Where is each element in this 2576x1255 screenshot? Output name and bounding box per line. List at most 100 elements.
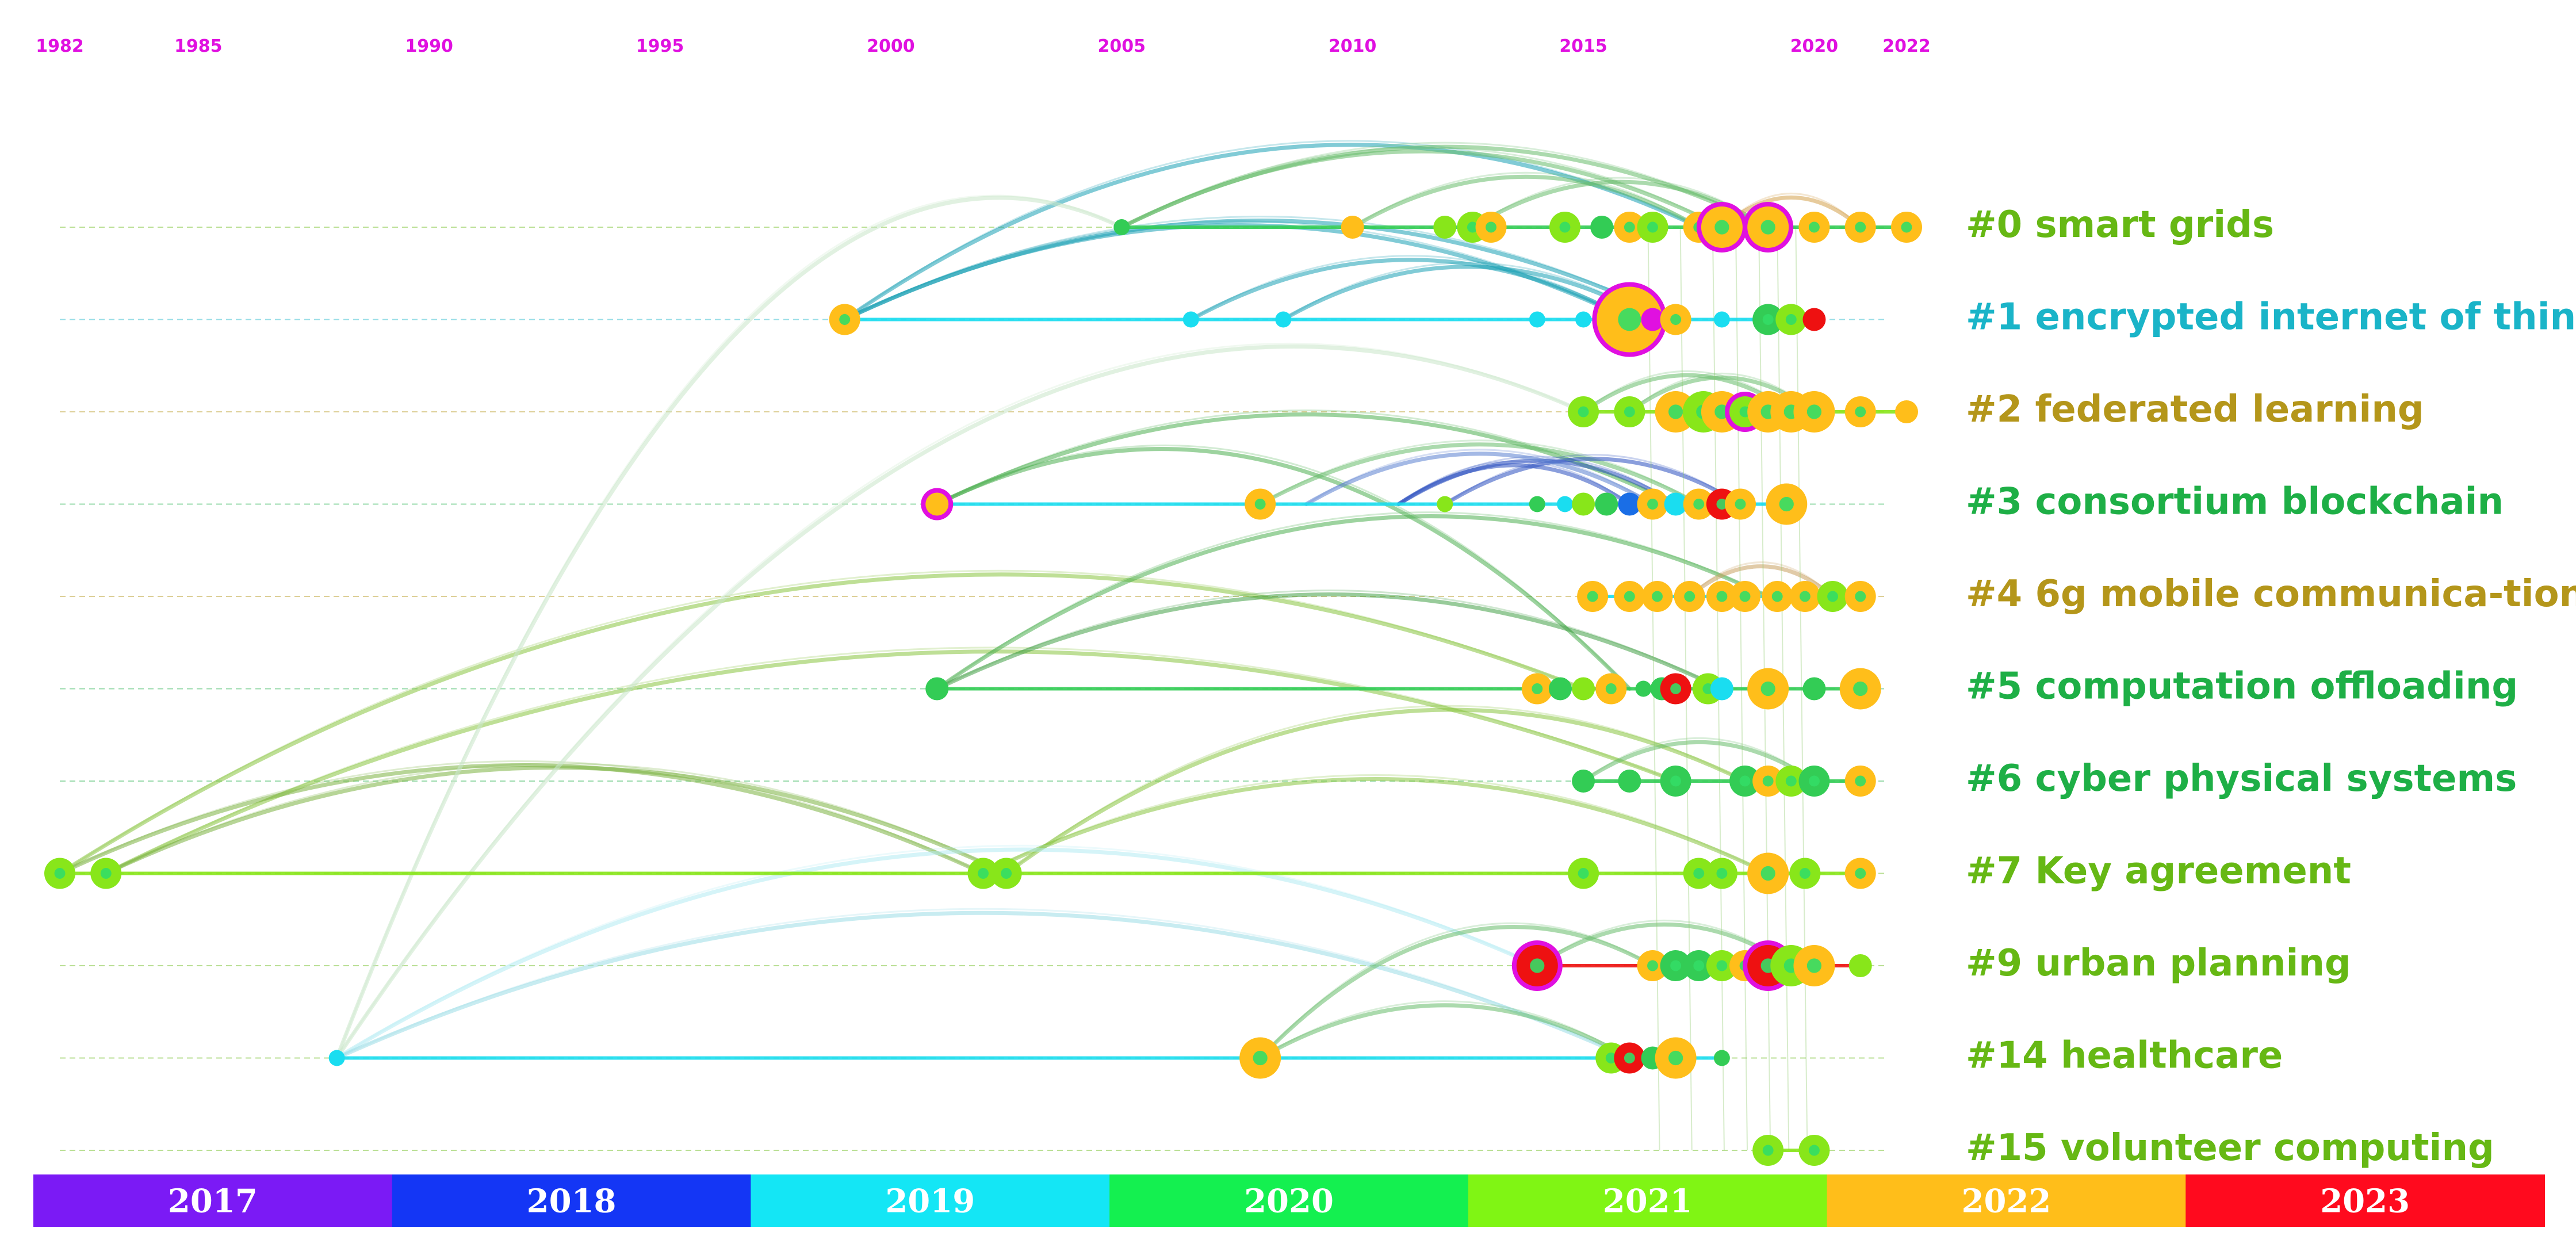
legend-swatch-2023 [2185, 1174, 2545, 1227]
citation-node [1182, 311, 1199, 328]
year-tick-2010: 2010 [1329, 36, 1377, 56]
year-ticks: 1982 1985 1990 1995 2000 2005 2010 2015 2020 2022 [36, 36, 1931, 56]
citation-node [1635, 680, 1652, 697]
citation-node-core [1855, 406, 1866, 418]
citation-node-core [1714, 220, 1729, 235]
year-tick-2005: 2005 [1098, 36, 1146, 56]
citation-arc [59, 569, 1584, 874]
year-tick-1995: 1995 [636, 36, 684, 56]
citation-node [1556, 496, 1573, 512]
citation-arc [335, 196, 1124, 1060]
citation-node-core [100, 868, 112, 879]
citation-arc [105, 646, 1676, 874]
citation-arc [1258, 925, 1655, 1060]
legend-swatch-2019 [751, 1174, 1111, 1227]
citation-node-core [1647, 499, 1658, 510]
citation-node [1529, 496, 1545, 512]
citation-node-core [54, 868, 66, 879]
cluster-label: #3 consortium blockchain [1966, 481, 2504, 523]
citation-node [1848, 954, 1872, 977]
citation-node-core [1716, 499, 1728, 510]
citation-arc [1442, 457, 1743, 506]
citation-node-core [1578, 406, 1589, 418]
citation-arc [1121, 141, 1769, 228]
citation-node-core [1530, 958, 1545, 973]
citation-arc [58, 572, 1586, 875]
citation-node-core [1716, 591, 1728, 602]
citation-links [58, 140, 1863, 1151]
year-tick-2000: 2000 [867, 36, 915, 56]
citation-node-core [839, 314, 851, 325]
citation-node-core [1605, 683, 1617, 694]
citation-node-core [1693, 499, 1705, 510]
citation-node [1713, 311, 1730, 328]
citation-node-core [1762, 1145, 1774, 1156]
citation-arc [1258, 442, 1701, 506]
citation-arc [1398, 456, 1676, 505]
citation-node-core [1806, 404, 1822, 419]
citation-nodes [44, 202, 1922, 1166]
citation-node-core [1716, 868, 1728, 879]
citation-node-core [1785, 314, 1797, 325]
citation-node-core [1806, 958, 1822, 973]
citation-node-core [1855, 221, 1866, 233]
legend-swatch-2018 [392, 1174, 752, 1227]
citation-node [1575, 311, 1592, 328]
citation-node [1548, 677, 1572, 701]
citation-node-core [1652, 591, 1663, 602]
citation-node [925, 677, 949, 701]
citation-node-core [1624, 591, 1635, 602]
citation-arc [336, 194, 1122, 1059]
citation-arc [982, 774, 1769, 874]
citation-node [1595, 492, 1618, 516]
citation-node-core [1809, 221, 1820, 233]
citation-node [1529, 311, 1545, 328]
citation-node-core [1760, 220, 1775, 235]
citation-node [1618, 492, 1641, 516]
citation-node-core [1693, 868, 1705, 879]
citation-node [925, 492, 949, 516]
citation-arc [335, 345, 1586, 1060]
citation-arc [105, 762, 1007, 874]
citation-node-core [1785, 775, 1797, 787]
citation-node [328, 1050, 345, 1066]
citation-arc [935, 514, 1770, 691]
legend-swatch-2022 [1827, 1174, 2187, 1227]
year-tick-2020: 2020 [1790, 36, 1839, 56]
citation-node [1275, 311, 1292, 328]
citation-arc [1350, 174, 1701, 229]
cluster-label: #14 healthcare [1966, 1035, 2283, 1077]
citation-arc [843, 219, 1678, 322]
legend-label-2020: 2020 [1244, 1183, 1334, 1220]
citation-node-core [1827, 591, 1839, 602]
citation-arc [1258, 1003, 1632, 1060]
legend-label-2021: 2021 [1603, 1183, 1693, 1220]
citation-node-core [1855, 775, 1866, 787]
citation-node-core [1809, 1145, 1820, 1156]
citation-arc [104, 649, 1678, 875]
citation-arc [335, 847, 1540, 1060]
citation-node-core [1771, 591, 1783, 602]
citation-node [1113, 219, 1130, 235]
citation-arc [1189, 258, 1632, 322]
citation-arc [335, 910, 1632, 1060]
citation-node [1341, 216, 1364, 239]
legend-label-2022: 2022 [1961, 1183, 2051, 1220]
citation-node-core [1799, 868, 1811, 879]
citation-node-core [1254, 499, 1266, 510]
citation-node-core [1760, 681, 1775, 697]
citation-arc [843, 143, 1701, 322]
year-tick-2015: 2015 [1559, 36, 1607, 56]
citation-arc [1283, 262, 1653, 320]
citation-node-core [1624, 406, 1635, 418]
year-color-legend: 2017 2018 2019 2020 2021 2022 2023 [33, 1174, 2545, 1227]
citation-node-core [1670, 683, 1682, 694]
citation-node-core [1532, 683, 1543, 694]
legend-label-2018: 2018 [527, 1183, 617, 1220]
year-tick-1982: 1982 [36, 36, 84, 56]
citation-arc [336, 908, 1630, 1059]
cluster-labels: #0 smart grids #1 encrypted internet of t… [1966, 204, 2576, 1169]
legend-swatch-2017 [33, 1174, 393, 1227]
legend-label-2023: 2023 [2320, 1183, 2410, 1220]
citation-node-core [1855, 591, 1866, 602]
